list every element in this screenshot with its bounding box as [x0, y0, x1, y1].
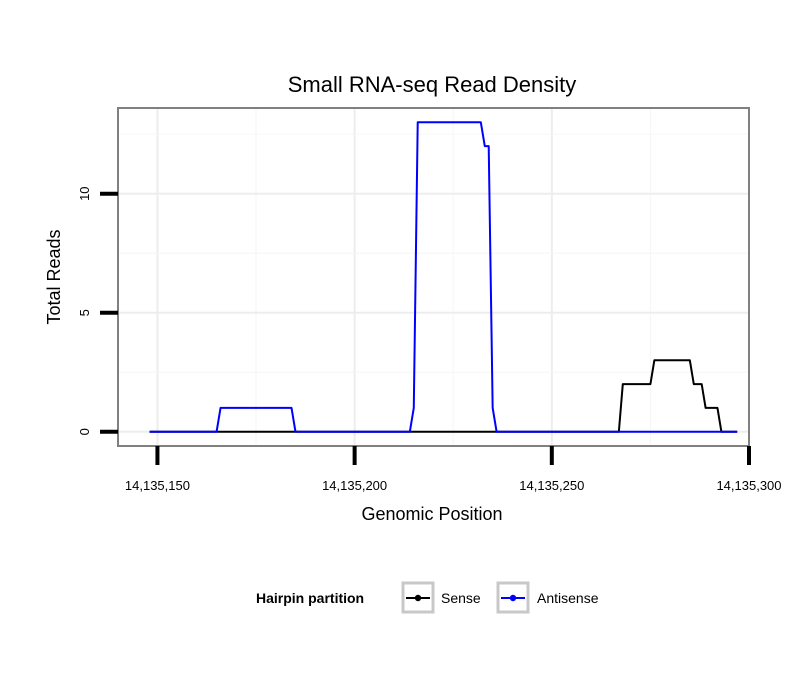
series-line-antisense: [149, 121, 738, 433]
series-layer: [149, 121, 738, 433]
legend-item-antisense: Antisense: [496, 581, 599, 614]
y-tick-label: 5: [77, 309, 92, 316]
x-tick-label: 14,135,200: [322, 478, 387, 493]
plot-border: [117, 107, 750, 447]
x-axis: 14,135,150 14,135,200 14,135,250 14,135,300: [125, 446, 782, 493]
y-tick-label: 0: [77, 428, 92, 435]
x-tick-label: 14,135,150: [125, 478, 190, 493]
chart-title: Small RNA-seq Read Density: [288, 72, 577, 97]
series-line-sense: [149, 359, 738, 433]
x-axis-title: Genomic Position: [361, 504, 502, 524]
legend-dot-antisense: [509, 594, 517, 602]
legend-label-antisense: Antisense: [537, 590, 599, 606]
legend-item-sense: Sense: [401, 581, 481, 614]
legend-title: Hairpin partition: [256, 590, 364, 606]
x-tick-label: 14,135,250: [519, 478, 584, 493]
plot-panel: [118, 108, 749, 446]
y-axis: 0 5 10: [77, 186, 118, 435]
y-tick-label: 10: [77, 186, 92, 200]
legend-label-sense: Sense: [441, 590, 481, 606]
legend: Hairpin partition Sense Antisense: [256, 581, 599, 614]
y-axis-title: Total Reads: [44, 229, 64, 324]
x-tick-label: 14,135,300: [716, 478, 781, 493]
legend-dot-sense: [414, 594, 422, 602]
